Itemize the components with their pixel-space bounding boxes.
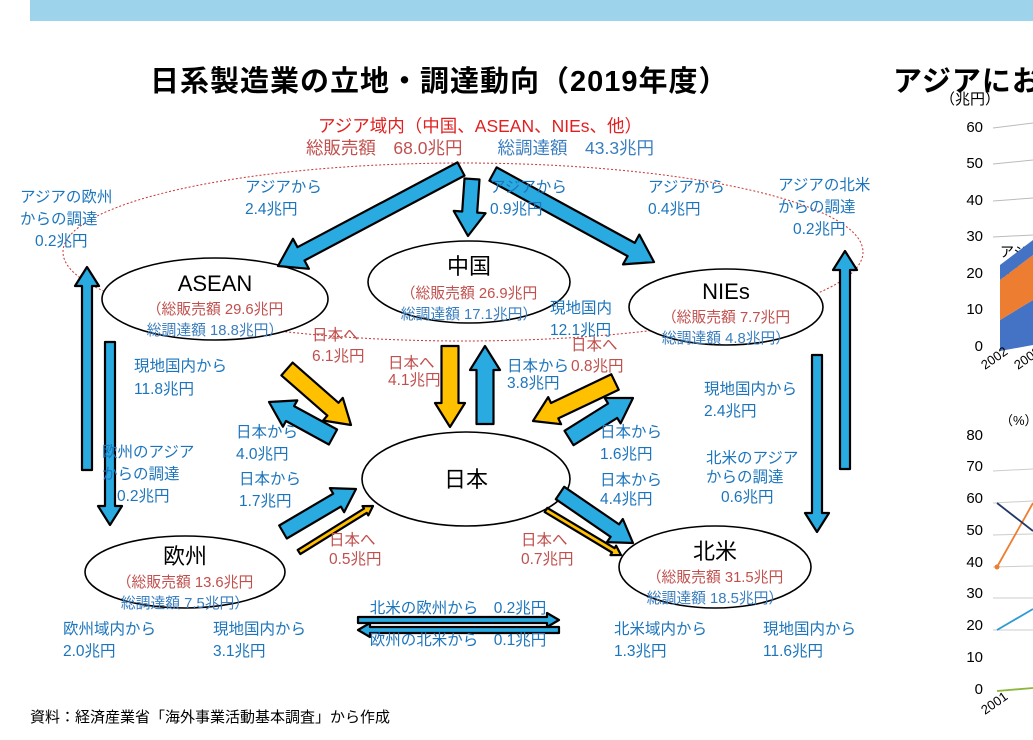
svg-text:30: 30 xyxy=(966,228,983,245)
svg-text:10: 10 xyxy=(966,301,983,318)
svg-text:30: 30 xyxy=(966,585,983,602)
svg-text:50: 50 xyxy=(966,522,983,539)
svg-text:0: 0 xyxy=(975,681,983,698)
svg-text:20: 20 xyxy=(966,265,983,282)
svg-text:40: 40 xyxy=(966,554,983,571)
svg-text:80: 80 xyxy=(966,427,983,444)
svg-text:60: 60 xyxy=(966,119,983,136)
svg-text:（%）: （%） xyxy=(1000,413,1033,428)
svg-text:0: 0 xyxy=(975,338,983,355)
svg-text:（兆円）: （兆円） xyxy=(940,91,1000,108)
svg-text:50: 50 xyxy=(966,155,983,172)
svg-text:70: 70 xyxy=(966,458,983,475)
svg-text:20: 20 xyxy=(966,617,983,634)
svg-text:10: 10 xyxy=(966,649,983,666)
svg-text:40: 40 xyxy=(966,192,983,209)
svg-text:60: 60 xyxy=(966,490,983,507)
